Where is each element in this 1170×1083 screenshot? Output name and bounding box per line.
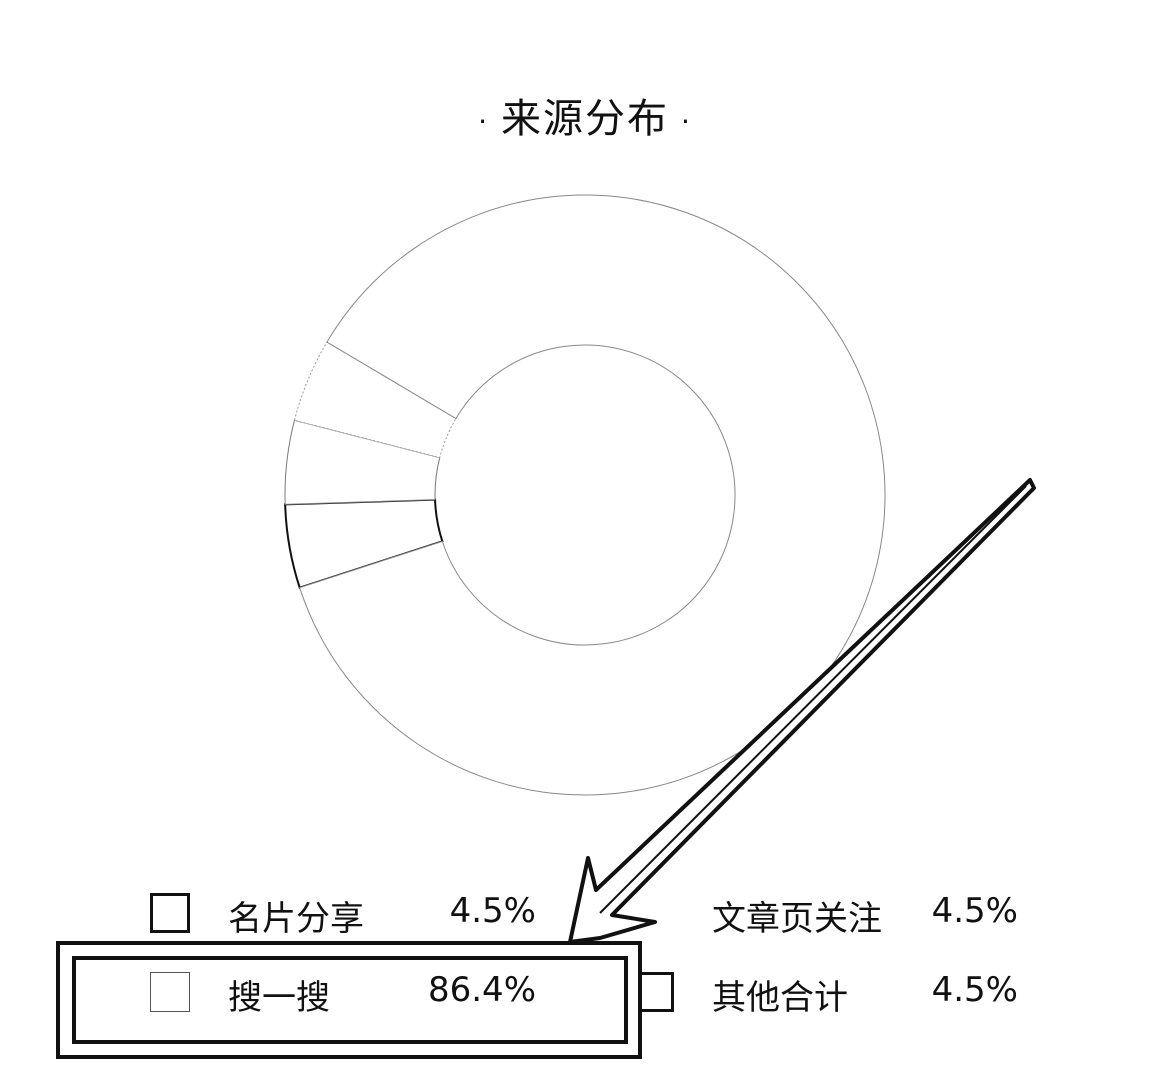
legend-item-search[interactable] [150, 967, 190, 1017]
donut-slice-其他合计[interactable] [293, 341, 457, 459]
legend-label-card-share: 名片分享 [228, 899, 364, 939]
legend-label-search: 搜一搜 [228, 978, 330, 1018]
title-dot-right: · [681, 104, 692, 138]
legend-label-article-follow: 文章页关注 [712, 899, 882, 939]
legend-value-article-follow: 4.5% [931, 891, 1018, 931]
title-text: 来源分布 [501, 96, 669, 142]
highlight-box-outer [56, 941, 642, 1059]
donut-slice-搜一搜[interactable] [299, 194, 886, 796]
arrow-inner-line [599, 485, 1027, 914]
legend-item-other[interactable] [640, 967, 674, 1017]
legend-swatch-search [150, 972, 190, 1012]
legend-swatch-card-share [150, 893, 190, 933]
title-dot-left: · [478, 104, 489, 138]
legend-label-other: 其他合计 [712, 978, 848, 1018]
legend-value-search: 86.4% [427, 970, 536, 1010]
chart-title: · 来源分布 · [0, 86, 1170, 144]
legend-value-other: 4.5% [931, 970, 1018, 1010]
legend-swatch-other [640, 972, 674, 1012]
legend-item-card-share[interactable] [150, 888, 190, 938]
highlight-box-inner [72, 956, 628, 1044]
legend-value-card-share: 4.5% [449, 891, 536, 931]
